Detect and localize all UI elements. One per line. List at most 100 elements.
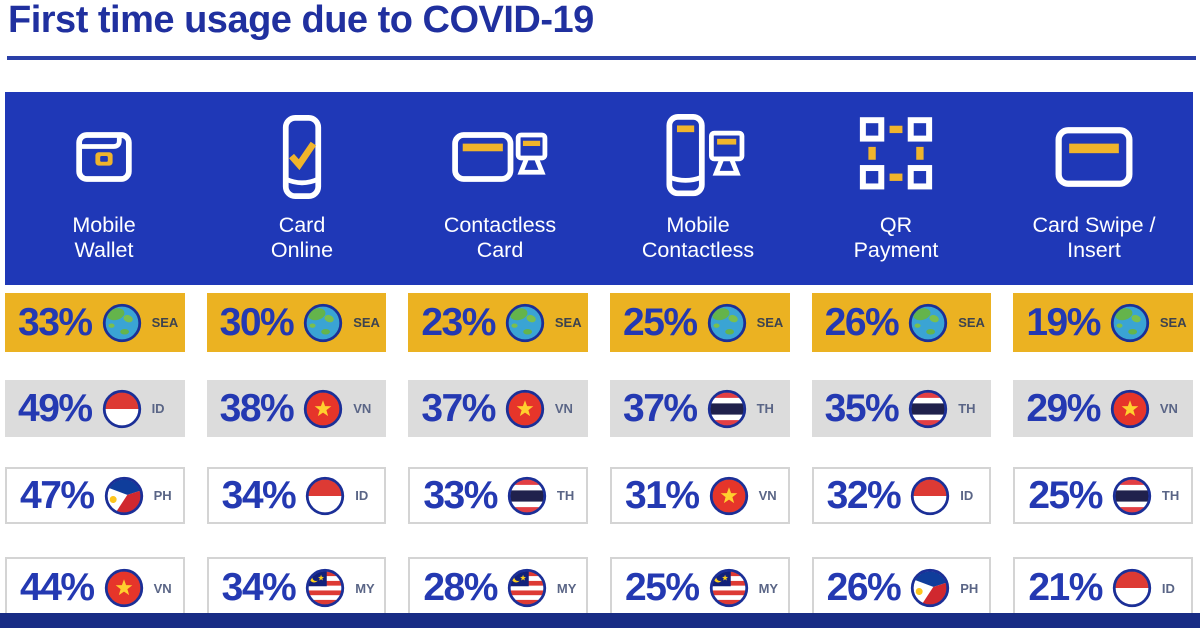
stat-cell: 25% MY	[610, 557, 790, 619]
stat-cell: 49% ID	[5, 380, 185, 437]
region-code: MY	[355, 580, 375, 596]
region-code: ID	[355, 488, 369, 503]
method-mobile-wallet: Mobile Wallet	[5, 92, 203, 285]
percent-value: 31%	[625, 473, 700, 517]
percent-value: 35%	[824, 386, 900, 430]
stat-cell: 35% TH	[811, 380, 992, 437]
stat-cell: 25% SEA	[610, 293, 790, 352]
page-title: First time usage due to COVID-19	[8, 0, 594, 41]
stat-cell: 34% MY	[206, 557, 387, 619]
stat-cell: 23% SEA	[408, 293, 588, 352]
method-label: Card Swipe / Insert	[1032, 213, 1155, 264]
method-label: Card Online	[271, 213, 333, 264]
stat-cell: 28% MY	[408, 557, 588, 619]
percent-value: 28%	[423, 566, 498, 609]
method-card-online: Card Online	[203, 92, 401, 285]
method-label-line: Card	[476, 238, 524, 262]
method-label: Contactless Card	[444, 213, 556, 264]
method-label: Mobile Contactless	[642, 213, 754, 264]
flag-vn-icon	[302, 388, 344, 430]
stat-cell: 34% ID	[206, 467, 387, 524]
stat-cell: 21% ID	[1013, 557, 1193, 619]
flag-sea-icon	[907, 302, 949, 344]
region-code: MY	[556, 580, 577, 596]
card-swipe-icon	[1046, 114, 1142, 200]
percent-value: 25%	[625, 566, 700, 609]
percent-value: 29%	[1026, 386, 1101, 430]
method-qr-payment: QR Payment	[797, 92, 995, 285]
method-label-line: Payment	[853, 238, 939, 262]
method-label-line: Contactless	[641, 238, 755, 262]
method-label-line: Online	[270, 238, 334, 262]
stat-cell: 38% VN	[206, 380, 387, 437]
method-contactless-card: Contactless Card	[401, 92, 599, 285]
region-code: ID	[151, 401, 165, 416]
flag-vn-icon	[103, 567, 145, 609]
percent-value: 33%	[18, 300, 93, 344]
flag-sea-icon	[504, 302, 546, 344]
stat-cell: 25% TH	[1013, 467, 1193, 524]
method-label-line: Card Swipe /	[1032, 212, 1156, 237]
stat-cell: 44% VN	[5, 557, 185, 619]
percent-value: 23%	[421, 300, 496, 344]
region-code: VN	[1159, 401, 1178, 416]
contactless-card-icon	[450, 114, 550, 200]
flag-id-icon	[1111, 567, 1153, 609]
stats-row-sea-1: 33% SEA 30% SEA 23% SEA 25% SEA 26%	[5, 293, 1193, 352]
footer-bar	[0, 613, 1200, 628]
method-mobile-contactless: Mobile Contactless	[599, 92, 797, 285]
stat-cell: 33% TH	[408, 467, 588, 524]
region-code: TH	[958, 401, 976, 416]
card-online-icon	[254, 114, 350, 200]
method-label-line: Mobile	[72, 212, 136, 237]
flag-sea-icon	[706, 302, 748, 344]
method-label-line: Mobile	[666, 212, 730, 237]
flag-my-icon	[708, 567, 750, 609]
region-code: SEA	[1159, 315, 1187, 330]
stats-row-gray-2: 49% ID 38% VN 37% VN 37% TH 35% TH 29% VN	[5, 380, 1193, 437]
region-code: VN	[353, 401, 372, 416]
region-code: PH	[153, 488, 172, 503]
percent-value: 30%	[219, 300, 295, 344]
percent-value: 34%	[221, 566, 297, 609]
region-code: PH	[960, 580, 979, 596]
flag-id-icon	[304, 475, 346, 517]
stat-cell: 37% TH	[610, 380, 790, 437]
percent-value: 26%	[826, 566, 902, 609]
stat-cell: 26% SEA	[811, 293, 992, 352]
method-label-line: Insert	[1067, 238, 1121, 262]
flag-ph-icon	[909, 567, 951, 609]
stat-cell: 33% SEA	[5, 293, 185, 352]
percent-value: 32%	[826, 473, 902, 517]
percent-value: 44%	[20, 566, 95, 609]
flag-sea-icon	[101, 302, 143, 344]
region-code: SEA	[554, 315, 582, 330]
percent-value: 49%	[18, 386, 93, 430]
region-code: TH	[756, 401, 774, 416]
mobile-contactless-icon	[648, 113, 748, 200]
region-code: SEA	[756, 315, 784, 330]
region-code: SEA	[353, 315, 380, 330]
flag-id-icon	[909, 475, 951, 517]
percent-value: 19%	[1026, 300, 1101, 344]
percent-value: 26%	[824, 300, 900, 344]
method-label: QR Payment	[854, 213, 939, 264]
flag-vn-icon	[1109, 388, 1151, 430]
title-underline	[7, 56, 1196, 60]
stat-cell: 47% PH	[5, 467, 185, 524]
percent-value: 38%	[219, 386, 295, 430]
method-card-swipe: Card Swipe / Insert	[995, 92, 1193, 285]
stat-cell: 32% ID	[811, 467, 992, 524]
percent-value: 33%	[423, 473, 498, 517]
stat-cell: 31% VN	[610, 467, 790, 524]
region-code: ID	[960, 488, 974, 503]
region-code: MY	[758, 580, 779, 596]
stat-cell: 29% VN	[1013, 380, 1193, 437]
stat-cell: 30% SEA	[206, 293, 387, 352]
region-code: ID	[1161, 580, 1175, 596]
flag-sea-icon	[302, 302, 344, 344]
mobile-wallet-icon	[56, 114, 152, 200]
region-code: VN	[554, 401, 573, 416]
flag-id-icon	[101, 388, 143, 430]
percent-value: 37%	[623, 386, 698, 430]
